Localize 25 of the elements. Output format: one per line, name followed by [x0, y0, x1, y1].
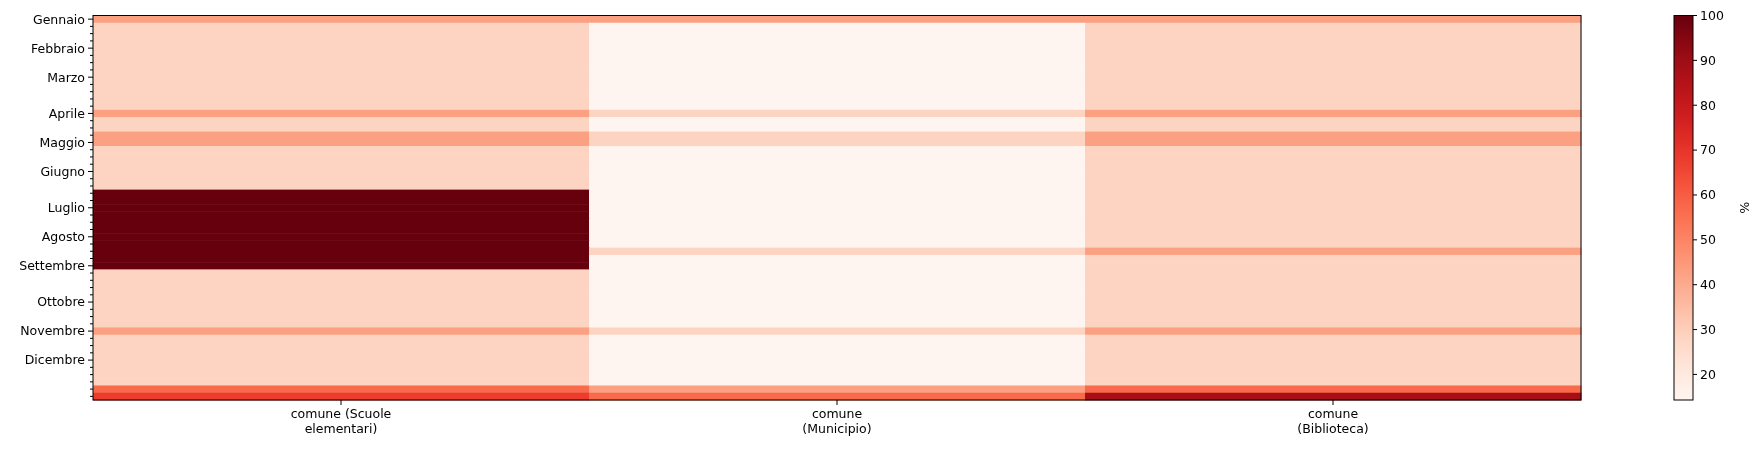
y-tick-label: Ottobre	[37, 294, 86, 310]
y-tick-label: Giugno	[40, 163, 85, 179]
color-bar-label: 60	[1700, 187, 1716, 203]
color-bar-label: 90	[1700, 52, 1716, 68]
y-tick-label: Febbraio	[31, 40, 85, 56]
y-tick-label: Aprile	[48, 105, 86, 121]
y-tick-label: Dicembre	[24, 352, 86, 368]
y-tick-label: Agosto	[41, 229, 85, 245]
y-tick-label: Luglio	[47, 200, 85, 216]
y-tick-label: Maggio	[39, 134, 85, 150]
color-bar-label: 50	[1700, 232, 1716, 248]
color-bar-label: 30	[1700, 321, 1716, 337]
y-tick-label: Gennaio	[32, 11, 85, 27]
x-tick-label: comune (Biblioteca)	[1297, 406, 1369, 436]
x-tick-label: comune (Municipio)	[802, 406, 872, 436]
x-tick-label: comune (Scuole elementari)	[290, 406, 392, 436]
y-tick-label: Novembre	[20, 323, 86, 339]
color-bar-title: %	[1737, 201, 1752, 214]
y-tick-label: Settembre	[19, 258, 86, 274]
color-bar-label: 100	[1700, 7, 1724, 23]
y-tick-label: Marzo	[47, 69, 85, 85]
color-bar-label: 80	[1700, 97, 1716, 113]
color-bar-label: 40	[1700, 277, 1716, 293]
color-bar-label: 70	[1700, 142, 1716, 158]
color-bar-label: 20	[1700, 366, 1716, 382]
